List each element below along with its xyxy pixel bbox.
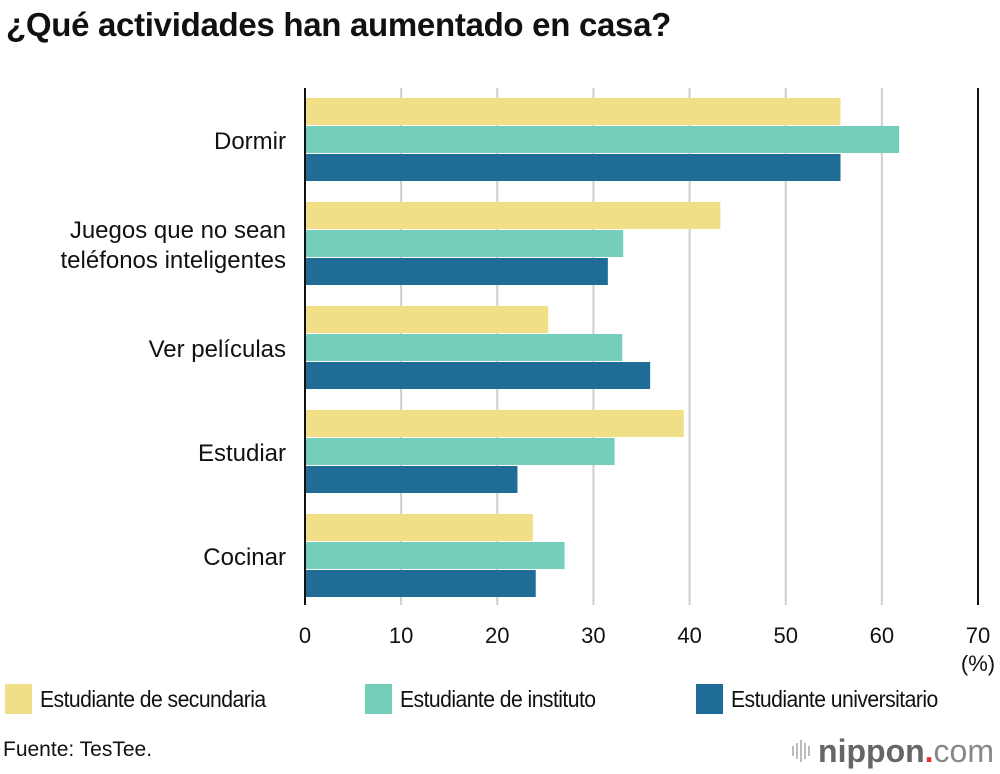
axes xyxy=(304,88,979,605)
logo-dot: . xyxy=(924,732,934,769)
tick-labels: 0 10 20 30 40 50 60 70 (%) xyxy=(299,623,995,676)
x-tick-label: 30 xyxy=(581,623,605,648)
x-unit-label: (%) xyxy=(961,651,995,676)
legend-swatch-universitario xyxy=(696,684,723,714)
bar xyxy=(306,202,721,229)
category-label: Ver películas xyxy=(149,336,286,363)
bar xyxy=(306,98,841,125)
bar xyxy=(306,230,624,257)
bars xyxy=(306,98,900,597)
bar xyxy=(306,126,900,153)
logo-word: nippon xyxy=(818,732,925,769)
x-tick-label: 50 xyxy=(773,623,797,648)
category-label: Estudiar xyxy=(198,440,286,467)
bar-chart: Dormir Juegos que no sean teléfonos inteli… xyxy=(61,88,995,676)
source-note: Fuente: TesTee. xyxy=(3,738,153,761)
category-label: Dormir xyxy=(214,128,286,155)
logo-soundwave-icon xyxy=(792,740,811,762)
x-tick-label: 60 xyxy=(870,623,894,648)
x-tick-label: 10 xyxy=(389,623,413,648)
x-tick-label: 70 xyxy=(966,623,990,648)
bar xyxy=(306,258,608,285)
bar xyxy=(306,362,651,389)
chart-title: ¿Qué actividades han aumentado en casa? xyxy=(6,6,672,43)
legend-item-instituto: Estudiante de instituto xyxy=(365,684,613,714)
legend: Estudiante de secundaria Estudiante de i… xyxy=(0,684,1000,720)
legend-item-secundaria: Estudiante de secundaria xyxy=(5,684,285,714)
category-label: Juegos que no sean xyxy=(70,217,286,244)
x-tick-label: 0 xyxy=(299,623,311,648)
bar xyxy=(306,466,518,493)
x-tick-label: 20 xyxy=(485,623,509,648)
bar xyxy=(306,154,841,181)
bar xyxy=(306,306,549,333)
category-label: teléfonos inteligentes xyxy=(61,247,287,274)
x-tick-label: 40 xyxy=(677,623,701,648)
legend-label: Estudiante universitario xyxy=(731,685,938,712)
category-label: Cocinar xyxy=(203,544,286,571)
bar xyxy=(306,542,565,569)
category-labels: Dormir Juegos que no sean teléfonos inteli… xyxy=(61,128,287,571)
bar xyxy=(306,334,623,361)
legend-swatch-instituto xyxy=(365,684,392,714)
logo-com: com xyxy=(933,732,994,769)
bar xyxy=(306,438,615,465)
bar xyxy=(306,514,533,541)
bar xyxy=(306,410,684,437)
nippon-logo: nippon. com xyxy=(792,733,994,769)
legend-label: Estudiante de instituto xyxy=(400,685,596,712)
legend-label: Estudiante de secundaria xyxy=(40,685,266,712)
bar xyxy=(306,570,536,597)
legend-swatch-secundaria xyxy=(5,684,32,714)
legend-item-universitario: Estudiante universitario xyxy=(696,684,956,714)
